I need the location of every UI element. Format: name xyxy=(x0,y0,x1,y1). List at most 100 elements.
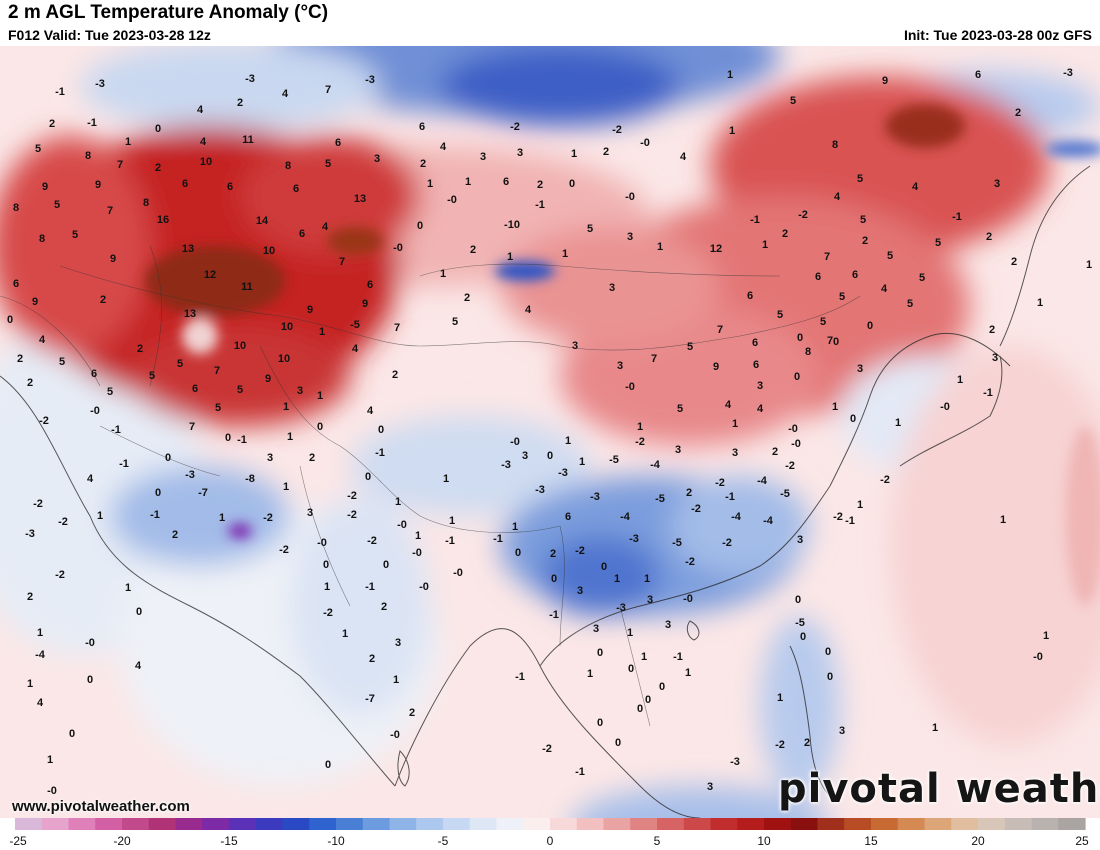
anomaly-label: -2 xyxy=(39,415,49,427)
anomaly-label: -4 xyxy=(35,649,46,661)
anomaly-label: -0 xyxy=(390,729,400,741)
colorbar-swatch xyxy=(550,818,578,830)
anomaly-label: 5 xyxy=(887,250,893,262)
anomaly-label: 1 xyxy=(393,674,399,686)
anomaly-label: -2 xyxy=(33,498,43,510)
anomaly-label: -3 xyxy=(25,528,35,540)
colorbar-swatch xyxy=(95,818,123,830)
anomaly-label: -4 xyxy=(763,515,774,527)
anomaly-label: -1 xyxy=(845,515,855,527)
anomaly-label: 3 xyxy=(593,623,599,635)
anomaly-label: -5 xyxy=(672,537,682,549)
anomaly-label: 4 xyxy=(282,88,289,100)
colorbar-swatch xyxy=(175,818,203,830)
colorbar-swatch xyxy=(924,818,952,830)
anomaly-label: 2 xyxy=(772,446,778,458)
anomaly-label: 3 xyxy=(757,380,763,392)
anomaly-label: 2 xyxy=(100,294,106,306)
anomaly-label: 1 xyxy=(415,530,421,542)
anomaly-label: -4 xyxy=(620,511,631,523)
anomaly-label: 0 xyxy=(323,559,329,571)
colorbar-swatch xyxy=(897,818,926,830)
anomaly-label: -0 xyxy=(90,405,100,417)
anomaly-label: 0 xyxy=(794,371,800,383)
anomaly-label: -0 xyxy=(419,581,429,593)
anomaly-label: 1 xyxy=(777,692,783,704)
anomaly-label: 1 xyxy=(395,496,401,508)
anomaly-label: -0 xyxy=(317,537,327,549)
anomaly-label: 4 xyxy=(200,136,207,148)
anomaly-label: 0 xyxy=(515,547,521,559)
map-title: 2 m AGL Temperature Anomaly (°C) xyxy=(8,2,329,23)
anomaly-label: 1 xyxy=(565,435,571,447)
anomaly-label: 10 xyxy=(281,321,293,333)
anomaly-label: 0 xyxy=(628,663,634,675)
anomaly-label: 0 xyxy=(597,717,603,729)
anomaly-label: 9 xyxy=(362,298,368,310)
anomaly-label: 3 xyxy=(609,282,615,294)
anomaly-label: 9 xyxy=(307,304,313,316)
anomaly-label: 2 xyxy=(49,118,55,130)
anomaly-label: 5 xyxy=(149,370,155,382)
anomaly-label: -0 xyxy=(791,438,801,450)
anomaly-label: 2 xyxy=(603,146,609,158)
anomaly-label: -0 xyxy=(683,593,693,605)
anomaly-label: -2 xyxy=(785,460,795,472)
anomaly-label: 2 xyxy=(27,377,33,389)
anomaly-label: 7 xyxy=(651,353,657,365)
anomaly-label: 8 xyxy=(39,233,45,245)
anomaly-label: 6 xyxy=(13,278,19,290)
anomaly-label: -1 xyxy=(952,211,962,223)
anomaly-label: -5 xyxy=(350,319,360,331)
colorbar-swatch xyxy=(309,818,337,830)
anomaly-label: 6 xyxy=(419,121,425,133)
anomaly-label: 5 xyxy=(325,158,331,170)
anomaly-label: -1 xyxy=(549,609,559,621)
anomaly-label: 4 xyxy=(881,283,888,295)
colorbar-swatch xyxy=(817,818,845,830)
anomaly-label: 4 xyxy=(39,334,46,346)
colorbar-swatch xyxy=(202,818,230,830)
anomaly-label: -2 xyxy=(775,739,785,751)
anomaly-label: -0 xyxy=(510,436,520,448)
anomaly-label: 3 xyxy=(675,444,681,456)
anomaly-label: -4 xyxy=(731,511,742,523)
anomaly-label: 0 xyxy=(547,450,553,462)
watermark-url[interactable]: www.pivotalweather.com xyxy=(12,798,190,815)
anomaly-label: 2 xyxy=(155,162,161,174)
anomaly-label: 3 xyxy=(732,447,738,459)
anomaly-label: -0 xyxy=(625,381,635,393)
anomaly-label: 1 xyxy=(562,248,568,260)
anomaly-label: 2 xyxy=(804,737,810,749)
anomaly-label: 7 xyxy=(107,205,113,217)
anomaly-label: 7 xyxy=(325,84,331,96)
anomaly-label: -0 xyxy=(47,785,57,797)
anomaly-label: 2 xyxy=(381,601,387,613)
anomaly-label: 5 xyxy=(54,199,60,211)
anomaly-label: 0 xyxy=(155,123,161,135)
anomaly-label: -0 xyxy=(447,194,457,206)
anomaly-label: -0 xyxy=(412,547,422,559)
anomaly-label: -1 xyxy=(237,434,247,446)
anomaly-label: -1 xyxy=(150,509,160,521)
anomaly-label: 2 xyxy=(1011,256,1017,268)
anomaly-map[interactable]: -1 -3 -3 -3 1 9 6 -3 2 -1 4 2 4 7 5 2 5 1 0 4 11 6 6 -2 -2 1 8 7 2 10… xyxy=(0,46,1100,818)
anomaly-label: 9 xyxy=(42,181,48,193)
colorbar-tick-label: -25 xyxy=(9,834,27,848)
colorbar-swatch xyxy=(416,818,444,830)
anomaly-label: 1 xyxy=(443,473,449,485)
anomaly-label: 13 xyxy=(182,243,194,255)
colorbar-swatch xyxy=(336,818,364,830)
anomaly-label: -3 xyxy=(730,756,740,768)
anomaly-label: -2 xyxy=(347,509,357,521)
anomaly-label: 4 xyxy=(87,473,94,485)
anomaly-label: 2 xyxy=(986,231,992,243)
anomaly-label: 6 xyxy=(227,181,233,193)
anomaly-label: 6 xyxy=(503,176,509,188)
colorbar-canvas: -25 -20 -15 -10 -5 0 5 10 15 20 25 xyxy=(9,818,1089,848)
anomaly-label: 9 xyxy=(265,373,271,385)
anomaly-label: -3 xyxy=(185,469,195,481)
anomaly-label: 13 xyxy=(184,308,196,320)
anomaly-label: -1 xyxy=(983,387,993,399)
